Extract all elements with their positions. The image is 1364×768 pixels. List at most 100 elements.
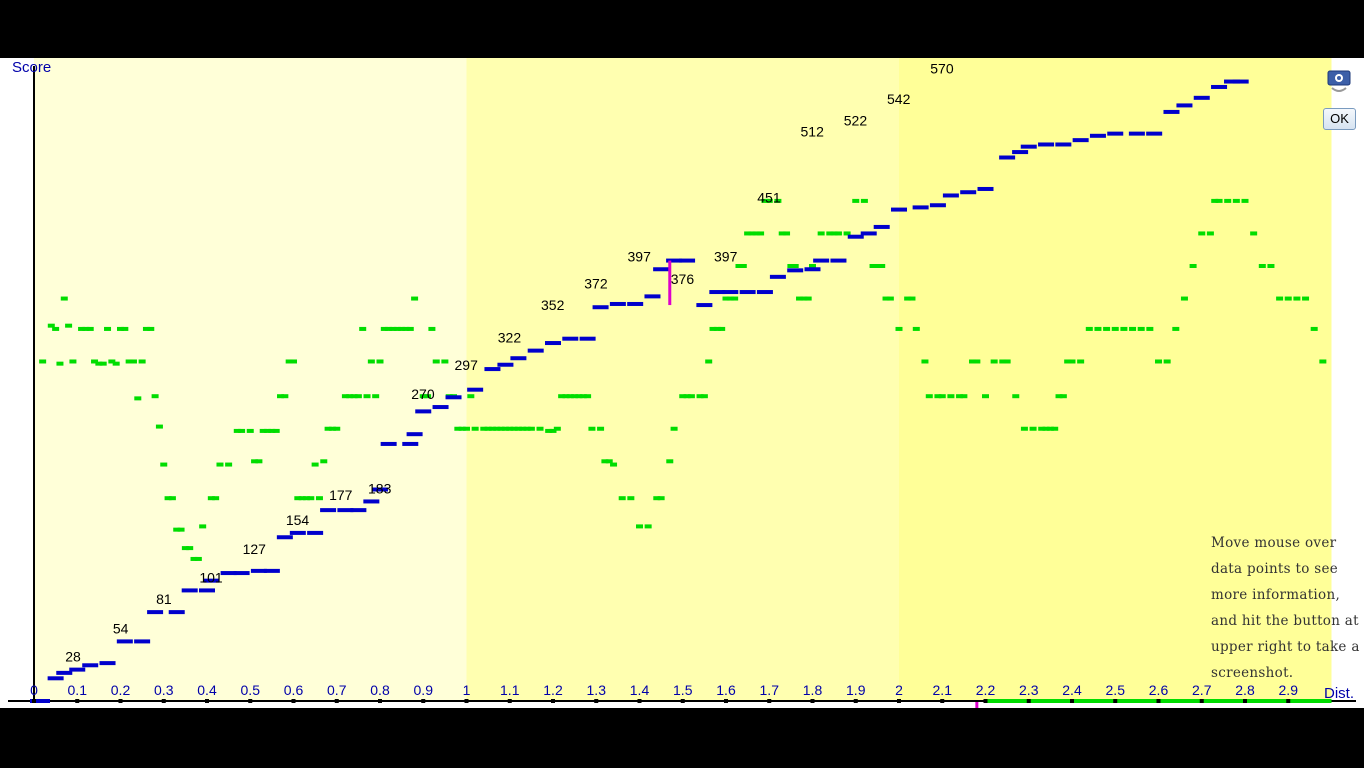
data-point-s1-70 — [372, 394, 380, 399]
data-point-s1-161 — [843, 231, 851, 236]
data-point-s0-10 — [199, 588, 215, 593]
x-tick-mark-15 — [680, 699, 685, 703]
data-point-s1-224 — [1302, 296, 1310, 301]
x-tick-mark-28 — [1243, 699, 1247, 703]
x-tick-label-22: 2.2 — [976, 682, 996, 698]
data-point-s1-152 — [791, 264, 799, 268]
data-point-s1-157 — [817, 231, 825, 236]
data-point-s0-34 — [527, 348, 544, 353]
x-tick-label-8: 0.8 — [370, 682, 390, 698]
x-tick-label-28: 2.8 — [1235, 682, 1255, 698]
x-tick-mark-4 — [205, 699, 209, 703]
data-point-s1-169 — [895, 326, 903, 331]
data-point-s0-40 — [627, 301, 644, 306]
data-point-s1-25 — [155, 424, 163, 429]
data-point-s1-178 — [956, 394, 964, 399]
data-point-s1-166 — [878, 264, 886, 268]
data-point-s1-92 — [480, 426, 488, 431]
x-tick-mark-20 — [897, 699, 901, 703]
data-point-s1-119 — [610, 462, 618, 467]
data-point-s1-135 — [713, 326, 721, 331]
data-point-s0-71 — [1107, 131, 1124, 136]
data-point-s1-140 — [735, 264, 743, 268]
x-tick-label-25: 2.5 — [1106, 682, 1126, 698]
x-tick-label-17: 1.7 — [760, 682, 780, 698]
data-point-s1-104 — [536, 426, 544, 431]
point-label-18: 522 — [844, 113, 868, 129]
data-point-s1-107 — [553, 426, 561, 431]
data-point-s1-26 — [160, 462, 168, 467]
data-point-s1-3 — [56, 361, 64, 366]
data-point-s1-88 — [458, 426, 466, 431]
data-point-s1-14 — [108, 359, 116, 364]
data-point-s1-47 — [268, 428, 276, 433]
x-tick-label-16: 1.6 — [716, 682, 736, 698]
data-point-s1-28 — [168, 496, 176, 501]
data-point-s0-48 — [739, 290, 756, 295]
data-point-s0-17 — [289, 530, 306, 535]
data-point-s1-213 — [1211, 198, 1219, 203]
data-point-s1-21 — [138, 359, 146, 364]
data-point-s0-41 — [644, 294, 661, 299]
data-point-s0-18 — [307, 530, 324, 535]
data-point-s1-138 — [726, 296, 734, 301]
data-point-s1-10 — [91, 359, 99, 364]
x-tick-label-10: 1 — [463, 682, 471, 698]
data-point-s1-100 — [514, 426, 522, 431]
point-label-2: 81 — [156, 591, 172, 607]
data-point-s1-164 — [869, 264, 877, 268]
data-point-s1-78 — [406, 326, 414, 331]
x-tick-mark-19 — [853, 699, 858, 703]
data-point-s1-179 — [960, 394, 968, 399]
x-tick-label-1: 0.1 — [68, 682, 88, 698]
data-point-s1-82 — [428, 326, 436, 331]
data-point-s1-154 — [800, 296, 808, 301]
point-label-0: 28 — [65, 649, 81, 665]
y-axis-label: Score — [12, 59, 51, 76]
data-point-s1-121 — [627, 496, 635, 501]
screenshot-button[interactable] — [1327, 70, 1351, 94]
data-point-s1-46 — [264, 428, 272, 433]
data-point-s1-142 — [744, 231, 752, 236]
x-axis-label: Dist. — [1324, 685, 1354, 702]
data-point-s0-54 — [830, 258, 847, 263]
x-tick-mark-8 — [378, 699, 382, 703]
data-point-s1-174 — [925, 394, 933, 399]
data-point-s0-2 — [69, 667, 86, 672]
x-tick-label-15: 1.5 — [673, 682, 693, 698]
data-point-s1-120 — [618, 496, 626, 501]
data-point-s1-199 — [1094, 326, 1102, 331]
point-label-9: 297 — [455, 357, 479, 373]
x-tick-mark-12 — [551, 699, 555, 703]
data-point-s0-3 — [82, 663, 99, 668]
ok-button[interactable]: OK — [1323, 108, 1356, 130]
data-point-s1-160 — [834, 231, 842, 236]
data-point-s0-32 — [497, 362, 514, 367]
data-point-s1-13 — [104, 326, 112, 331]
data-point-s1-33 — [190, 556, 198, 561]
data-point-s0-42 — [653, 267, 670, 272]
data-point-s1-214 — [1215, 198, 1223, 203]
x-tick-label-29: 2.9 — [1279, 682, 1299, 698]
data-point-s1-55 — [302, 496, 310, 501]
x-tick-mark-7 — [334, 699, 339, 703]
data-point-s0-52 — [804, 267, 821, 272]
x-tick-label-14: 1.4 — [630, 682, 650, 698]
data-point-s1-186 — [1012, 394, 1020, 399]
point-label-4: 127 — [243, 541, 267, 557]
point-label-11: 352 — [541, 297, 565, 313]
data-point-s1-155 — [804, 296, 812, 301]
data-point-s1-81 — [424, 394, 432, 399]
chart-area: 28 54 81 101 127 154 177 183 270 297 322 352 372 397 3… — [0, 58, 1364, 708]
data-point-s1-200 — [1103, 326, 1111, 331]
data-point-s1-147 — [765, 198, 773, 203]
data-point-s1-42 — [246, 428, 254, 433]
data-point-s1-172 — [912, 326, 920, 331]
data-point-s1-58 — [315, 496, 323, 501]
data-point-s1-125 — [657, 496, 665, 501]
x-tick-mark-21 — [940, 699, 945, 703]
point-label-12: 372 — [584, 275, 608, 291]
info-text: Move mouse over data points to see more … — [1211, 535, 1360, 681]
data-point-s1-109 — [562, 394, 570, 399]
data-point-s1-136 — [718, 326, 726, 331]
